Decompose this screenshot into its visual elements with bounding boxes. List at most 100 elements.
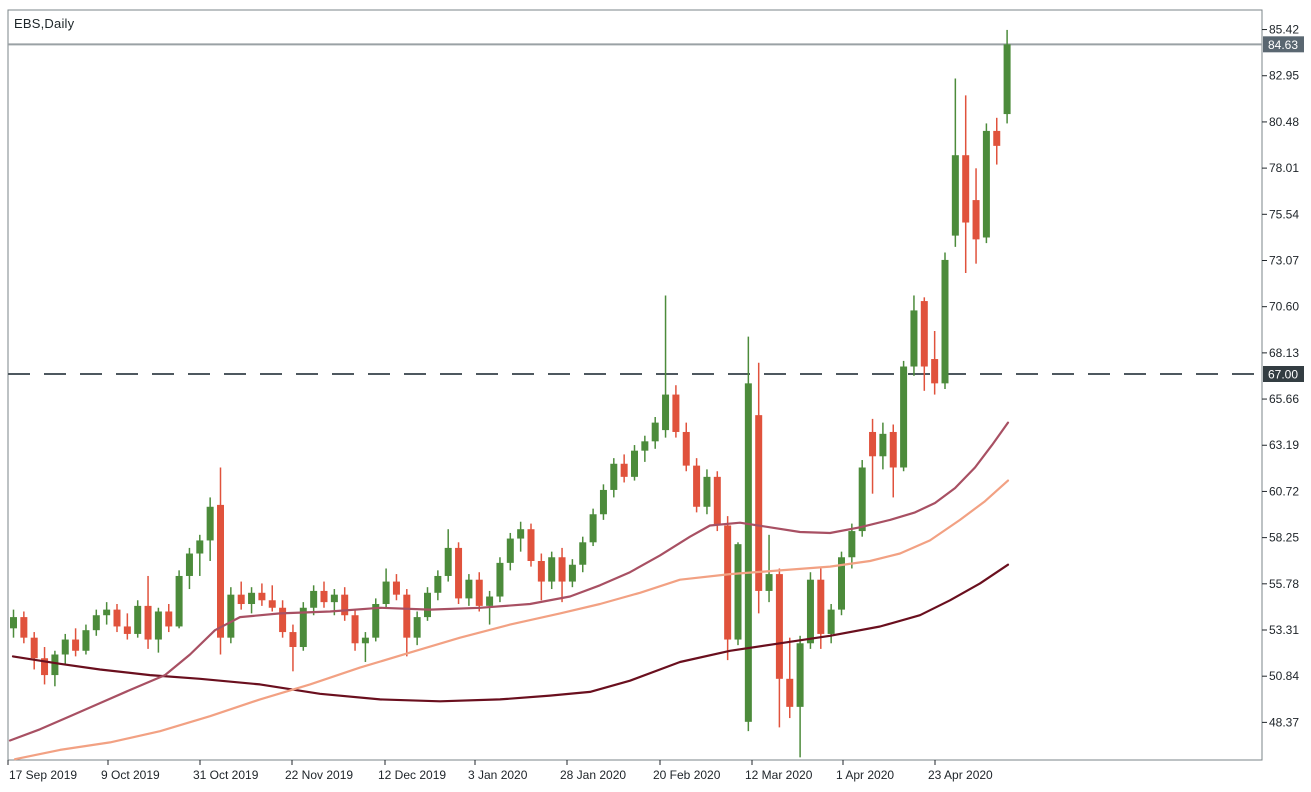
candle-body-down — [537, 561, 545, 582]
x-axis-label: 20 Feb 2020 — [653, 768, 721, 782]
bid-price-line-label: 84.63 — [1268, 38, 1298, 52]
candle-body-up — [879, 433, 887, 457]
candle-body-down — [268, 600, 276, 608]
candle-body-down — [30, 637, 38, 659]
candle-body-down — [993, 130, 1001, 146]
candle-body-up — [631, 450, 638, 477]
candle-body-down — [279, 607, 287, 633]
candle-body-down — [786, 678, 794, 707]
y-axis-label: 53.31 — [1269, 623, 1299, 637]
candle-body-down — [817, 579, 825, 634]
candle-body-down — [889, 431, 897, 468]
candle-body-up — [310, 590, 318, 608]
candle-body-up — [103, 609, 111, 616]
fast-ma — [8, 421, 1010, 742]
x-axis-label: 12 Dec 2019 — [378, 768, 446, 782]
y-axis-label: 73.07 — [1269, 253, 1299, 267]
bid-price-line-label-box — [1263, 36, 1304, 53]
candle-body-up — [361, 637, 369, 644]
y-axis-label: 48.37 — [1269, 715, 1299, 729]
x-axis-label: 22 Nov 2019 — [285, 768, 353, 782]
candle-body-up — [517, 529, 525, 539]
candle-body-up — [827, 609, 835, 634]
candle-body-up — [444, 547, 452, 576]
candle-body-down — [682, 431, 690, 466]
candle-body-down — [620, 463, 628, 477]
candle-body-down — [113, 609, 121, 627]
y-axis-label: 55.78 — [1269, 577, 1299, 591]
candle-body-down — [341, 594, 349, 616]
y-axis-label: 78.01 — [1269, 161, 1299, 175]
y-axis-label: 85.42 — [1269, 23, 1299, 37]
candle-body-up — [548, 557, 556, 582]
candle-body-up — [703, 476, 711, 507]
candle-body-up — [579, 542, 587, 565]
candle-body-up — [941, 259, 949, 384]
candle-body-up — [227, 594, 235, 638]
candle-body-down — [558, 557, 566, 582]
y-axis-label: 82.95 — [1269, 69, 1299, 83]
y-axis-label: 63.19 — [1269, 438, 1299, 452]
candle-body-down — [962, 155, 970, 223]
candle-body-down — [237, 594, 245, 605]
candle-body-down — [403, 594, 411, 638]
x-axis-label: 17 Sep 2019 — [9, 768, 77, 782]
candle-body-down — [724, 525, 732, 640]
candle-body-down — [258, 592, 266, 601]
candle-body-up — [185, 553, 193, 576]
candle-body-up — [206, 506, 214, 541]
candle-body-up — [175, 575, 183, 627]
x-axis-label: 3 Jan 2020 — [468, 768, 528, 782]
candle-body-up — [51, 654, 59, 676]
candle-body-up — [589, 514, 597, 543]
candle-body-up — [248, 592, 256, 605]
candle-body-down — [123, 626, 131, 634]
candle-body-up — [92, 615, 100, 631]
candle-body-up — [465, 579, 473, 599]
candle-body-up — [765, 574, 773, 591]
candle-body-down — [217, 504, 224, 638]
candle-body-down — [20, 617, 28, 638]
candle-body-up — [486, 596, 494, 606]
candle-body-up — [496, 562, 504, 597]
candle-body-down — [693, 465, 701, 507]
candle-body-up — [82, 630, 90, 651]
candle-body-down — [144, 605, 152, 640]
candle-body-up — [838, 557, 845, 610]
x-axis-label: 28 Jan 2020 — [560, 768, 626, 782]
candle-body-up — [382, 581, 390, 605]
horizontal-level-line-label-box — [1263, 366, 1304, 382]
candle-body-down — [41, 658, 49, 676]
chart-symbol-label: EBS,Daily — [14, 16, 75, 31]
candle-body-down — [931, 359, 939, 384]
candle-body-up — [858, 467, 866, 532]
candle-body-up — [568, 564, 576, 582]
candle-body-up — [900, 366, 908, 468]
y-axis-label: 65.66 — [1269, 392, 1299, 406]
candle-body-down — [869, 431, 877, 457]
y-axis-label: 75.54 — [1269, 207, 1299, 221]
x-axis-label: 23 Apr 2020 — [928, 768, 993, 782]
y-axis-label: 68.13 — [1269, 346, 1299, 360]
candle-body-up — [413, 617, 421, 638]
x-axis-label: 1 Apr 2020 — [836, 768, 894, 782]
candle-body-down — [289, 632, 297, 648]
candle-body-up — [651, 422, 659, 442]
candle-body-up — [372, 604, 380, 638]
candle-body-up — [982, 130, 990, 238]
y-axis-label: 50.84 — [1269, 669, 1299, 683]
candle-body-up — [134, 605, 142, 634]
x-axis-label: 9 Oct 2019 — [101, 768, 160, 782]
y-axis-label: 70.60 — [1269, 300, 1299, 314]
candle-body-down — [455, 547, 463, 599]
x-axis-label: 12 Mar 2020 — [745, 768, 813, 782]
candle-body-up — [424, 592, 431, 618]
candle-body-up — [434, 575, 442, 593]
y-axis-label: 58.25 — [1269, 531, 1299, 545]
candle-body-down — [775, 574, 783, 679]
candle-body-down — [755, 415, 763, 591]
candle-body-up — [10, 617, 17, 629]
candle-body-down — [713, 476, 721, 526]
